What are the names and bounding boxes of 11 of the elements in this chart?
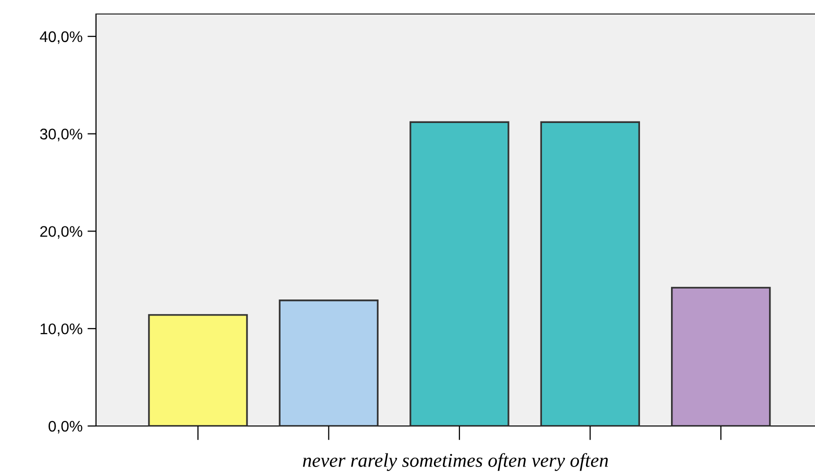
y-tick-label: 10,0% [40, 323, 82, 336]
bar [148, 314, 248, 426]
bar [540, 121, 640, 426]
bar [410, 121, 510, 426]
x-axis-title: never rarely sometimes often very often [302, 453, 608, 471]
y-tick-label: 0,0% [48, 420, 82, 434]
y-tick-label: 40,0% [40, 31, 82, 44]
bar [671, 286, 771, 426]
y-tick-label: 30,0% [40, 128, 82, 142]
bar [278, 300, 379, 426]
y-tick-label: 20,0% [40, 226, 82, 239]
